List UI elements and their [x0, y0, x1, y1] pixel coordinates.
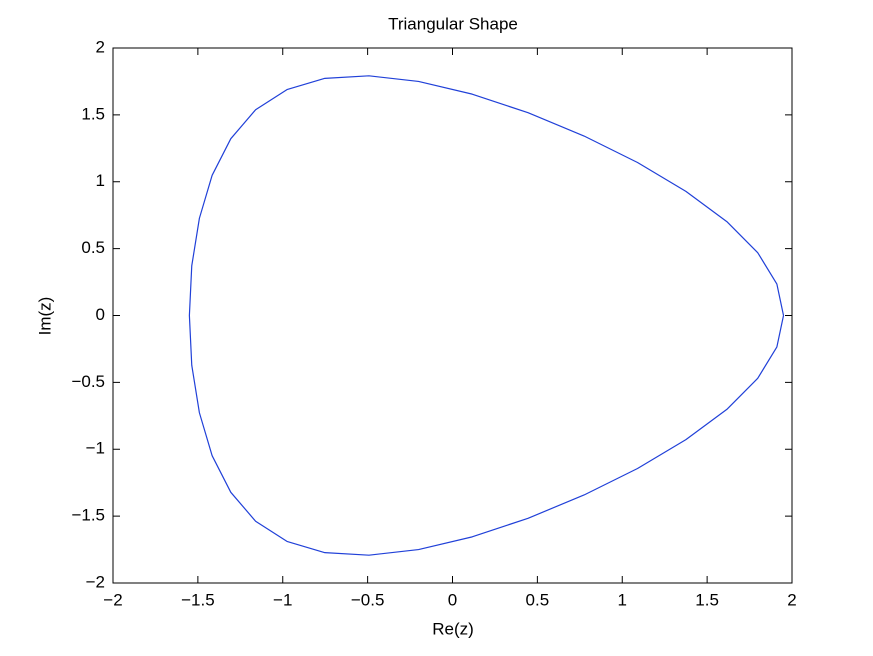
x-tick-label: 1.5: [695, 590, 719, 609]
x-tick-label: −1.5: [181, 590, 215, 609]
x-tick-label: −0.5: [351, 590, 385, 609]
x-tick-label: 0.5: [526, 590, 550, 609]
y-tick-label: −1: [86, 439, 105, 458]
axes-box: [112, 47, 793, 584]
y-tick-label: −0.5: [71, 372, 105, 391]
curve: [188, 75, 785, 556]
x-tick-label: 2: [787, 590, 796, 609]
x-tick-label: −1: [273, 590, 292, 609]
x-tick-label: 1: [618, 590, 627, 609]
y-tick-label: 1: [96, 171, 105, 190]
y-tick-label: 0.5: [81, 238, 105, 257]
y-tick-label: −2: [86, 572, 105, 591]
y-tick-label: 0: [96, 305, 105, 324]
x-tick-label: 0: [448, 590, 457, 609]
x-axis-label: Re(z): [432, 619, 474, 638]
y-tick-label: 1.5: [81, 104, 105, 123]
y-tick-label: 2: [96, 37, 105, 56]
y-tick-label: −1.5: [71, 506, 105, 525]
y-axis-label: Im(z): [35, 297, 54, 336]
chart-title: Triangular Shape: [388, 14, 518, 33]
x-tick-label: −2: [103, 590, 122, 609]
